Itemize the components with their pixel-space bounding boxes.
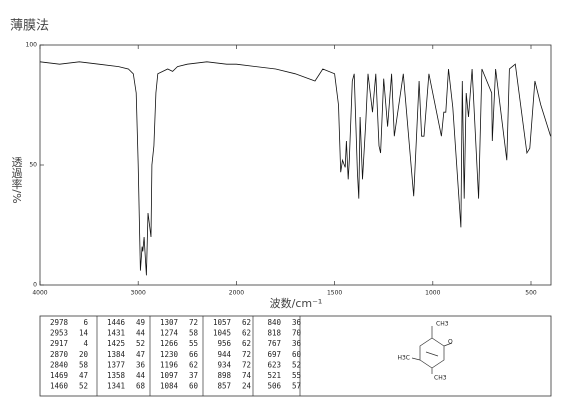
y-tick-label: 100 <box>26 42 38 49</box>
peak-transmittance: 70 <box>292 329 302 338</box>
plot-frame <box>39 44 552 286</box>
peak-wavenumber: 1384 <box>107 350 126 359</box>
peak-transmittance: 36 <box>136 360 146 369</box>
peak-transmittance: 52 <box>79 382 88 391</box>
peak-transmittance: 14 <box>79 329 89 338</box>
peak-transmittance: 62 <box>242 318 251 327</box>
peak-wavenumber: 1460 <box>50 382 69 391</box>
peak-wavenumber: 1425 <box>107 339 125 348</box>
peak-wavenumber: 1446 <box>107 318 126 327</box>
peak-wavenumber: 1230 <box>160 350 179 359</box>
peak-transmittance: 44 <box>136 371 146 380</box>
peak-wavenumber: 1045 <box>213 329 231 338</box>
peak-wavenumber: 623 <box>267 360 281 369</box>
chart-title: 薄膜法 <box>10 19 49 34</box>
peak-transmittance: 68 <box>136 382 146 391</box>
peak-transmittance: 36 <box>292 318 302 327</box>
peak-wavenumber: 1358 <box>107 371 126 380</box>
peak-transmittance: 20 <box>79 350 89 359</box>
peak-wavenumber: 1266 <box>160 339 179 348</box>
structure-label: CH3 <box>434 375 447 382</box>
x-tick-label: 1500 <box>327 290 342 297</box>
peak-transmittance: 55 <box>189 339 198 348</box>
peak-transmittance: 58 <box>189 329 199 338</box>
x-tick-label: 3000 <box>131 290 146 297</box>
structure-label: H3C <box>397 355 410 362</box>
peak-transmittance: 6 <box>83 318 88 327</box>
peak-transmittance: 66 <box>189 350 199 359</box>
peak-wavenumber: 1307 <box>160 318 178 327</box>
peak-transmittance: 55 <box>292 371 301 380</box>
x-tick-label: 4000 <box>32 290 47 297</box>
peak-wavenumber: 2953 <box>50 329 68 338</box>
peak-wavenumber: 1431 <box>107 329 125 338</box>
peak-wavenumber: 1469 <box>50 371 68 380</box>
peak-transmittance: 62 <box>242 339 251 348</box>
peak-wavenumber: 840 <box>267 318 281 327</box>
peak-wavenumber: 818 <box>267 329 281 338</box>
peak-wavenumber: 944 <box>217 350 231 359</box>
peak-transmittance: 74 <box>242 371 252 380</box>
peak-wavenumber: 2840 <box>50 360 69 369</box>
peak-wavenumber: 506 <box>267 382 281 391</box>
peak-wavenumber: 1084 <box>160 382 179 391</box>
peak-wavenumber: 1097 <box>160 371 178 380</box>
structure <box>411 326 453 374</box>
peak-transmittance: 62 <box>242 329 251 338</box>
peak-wavenumber: 767 <box>267 339 281 348</box>
peak-transmittance: 72 <box>242 350 251 359</box>
peak-wavenumber: 2978 <box>50 318 69 327</box>
peak-transmittance: 58 <box>79 360 89 369</box>
spectrum-line <box>39 61 551 276</box>
peak-wavenumber: 898 <box>217 371 231 380</box>
structure-label: O <box>448 339 453 346</box>
x-axis-label: 波数/cm⁻¹ <box>270 297 323 310</box>
x-tick-label: 500 <box>525 290 537 297</box>
y-axis-label: 透過率/% <box>10 156 23 203</box>
peak-transmittance: 72 <box>189 318 198 327</box>
peak-transmittance: 62 <box>189 360 198 369</box>
peak-transmittance: 49 <box>136 318 145 327</box>
peak-transmittance: 37 <box>189 371 198 380</box>
x-tick-label: 2000 <box>229 290 244 297</box>
peak-wavenumber: 2870 <box>50 350 69 359</box>
peak-transmittance: 60 <box>189 382 199 391</box>
peak-wavenumber: 934 <box>217 360 231 369</box>
peak-wavenumber: 1341 <box>107 382 125 391</box>
peak-wavenumber: 1196 <box>160 360 179 369</box>
peak-wavenumber: 2917 <box>50 339 68 348</box>
peak-transmittance: 60 <box>292 350 302 359</box>
peak-transmittance: 47 <box>79 371 88 380</box>
table-frame <box>39 315 552 397</box>
peak-transmittance: 4 <box>83 339 88 348</box>
peak-transmittance: 36 <box>292 339 302 348</box>
peak-wavenumber: 1274 <box>160 329 179 338</box>
peak-wavenumber: 1377 <box>107 360 125 369</box>
peak-transmittance: 44 <box>136 329 146 338</box>
peak-wavenumber: 521 <box>267 371 281 380</box>
peak-transmittance: 47 <box>136 350 145 359</box>
y-tick-label: 50 <box>29 162 37 169</box>
peak-transmittance: 72 <box>242 360 251 369</box>
peak-wavenumber: 1057 <box>213 318 231 327</box>
peak-transmittance: 52 <box>292 360 301 369</box>
peak-transmittance: 24 <box>242 382 252 391</box>
x-tick-label: 1000 <box>425 290 440 297</box>
y-tick-label: 0 <box>33 282 37 289</box>
peak-transmittance: 52 <box>136 339 145 348</box>
peak-wavenumber: 857 <box>217 382 231 391</box>
peak-transmittance: 57 <box>292 382 301 391</box>
peak-wavenumber: 697 <box>267 350 281 359</box>
structure-label: CH3 <box>436 321 449 328</box>
peak-wavenumber: 956 <box>217 339 231 348</box>
